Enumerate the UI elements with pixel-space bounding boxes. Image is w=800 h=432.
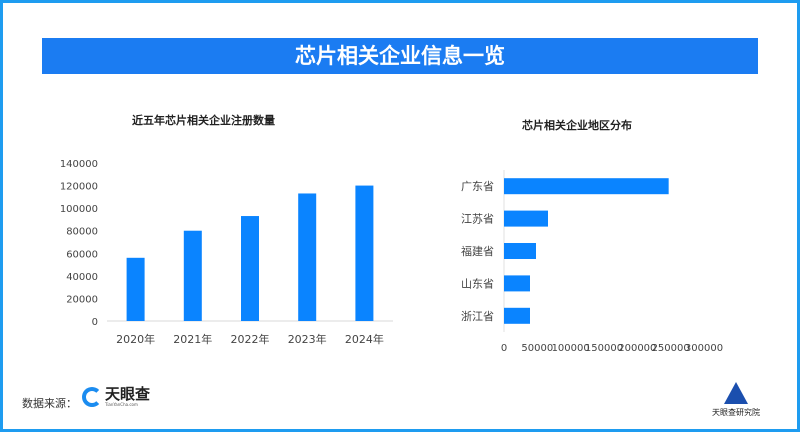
x-tick-label: 2023年 [288, 332, 327, 346]
bar-广东省 [504, 178, 669, 195]
bar-山东省 [504, 275, 530, 292]
institute-logo-icon [724, 382, 748, 404]
chart-title-registrations: 近五年芯片相关企业注册数量 [132, 114, 275, 127]
x-tick-label: 300000 [685, 343, 723, 354]
logo-sub: TianYanCha.com [105, 402, 138, 407]
page-title: 芯片相关企业信息一览 [42, 38, 758, 74]
y-tick-label: 20000 [66, 294, 98, 305]
x-tick-label: 100000 [552, 343, 590, 354]
y-tick-label: 江苏省 [461, 213, 494, 226]
x-tick-label: 2024年 [345, 332, 384, 346]
x-tick-label: 2020年 [116, 332, 155, 346]
y-tick-label: 福建省 [461, 244, 494, 258]
y-tick-label: 山东省 [461, 277, 494, 290]
y-tick-label: 140000 [60, 159, 98, 170]
bar-2023年 [298, 193, 317, 321]
y-tick-label: 广东省 [461, 180, 494, 193]
y-tick-label: 0 [92, 317, 98, 328]
x-tick-label: 0 [501, 343, 507, 354]
bar-浙江省 [504, 307, 530, 324]
x-tick-label: 200000 [618, 343, 656, 354]
tianyancha-logo: 天眼查 TianYanCha.com [82, 387, 150, 407]
bar-2024年 [355, 185, 374, 321]
tianyancha-logo-icon [82, 387, 102, 407]
y-tick-label: 120000 [60, 182, 98, 193]
institute-logo: 天眼查研究院 [706, 382, 766, 418]
bar-福建省 [504, 243, 536, 259]
bar-2020年 [126, 257, 145, 321]
logo-text: 天眼查 [105, 385, 151, 403]
y-tick-label: 40000 [66, 272, 98, 283]
y-tick-label: 60000 [66, 249, 98, 260]
x-tick-label: 150000 [585, 343, 623, 354]
bar-2021年 [183, 230, 202, 321]
x-tick-label: 50000 [521, 343, 553, 354]
x-tick-label: 250000 [652, 343, 690, 354]
y-tick-label: 80000 [66, 227, 98, 238]
x-tick-label: 2022年 [231, 332, 270, 346]
chart-title-regions: 芯片相关企业地区分布 [522, 119, 632, 132]
bar-江苏省 [504, 210, 548, 227]
y-tick-label: 浙江省 [461, 310, 494, 323]
x-tick-label: 2021年 [173, 332, 212, 346]
bar-2022年 [241, 216, 259, 321]
institute-name: 天眼查研究院 [712, 408, 760, 417]
source-label: 数据来源： [22, 397, 77, 410]
y-tick-label: 100000 [60, 204, 98, 215]
